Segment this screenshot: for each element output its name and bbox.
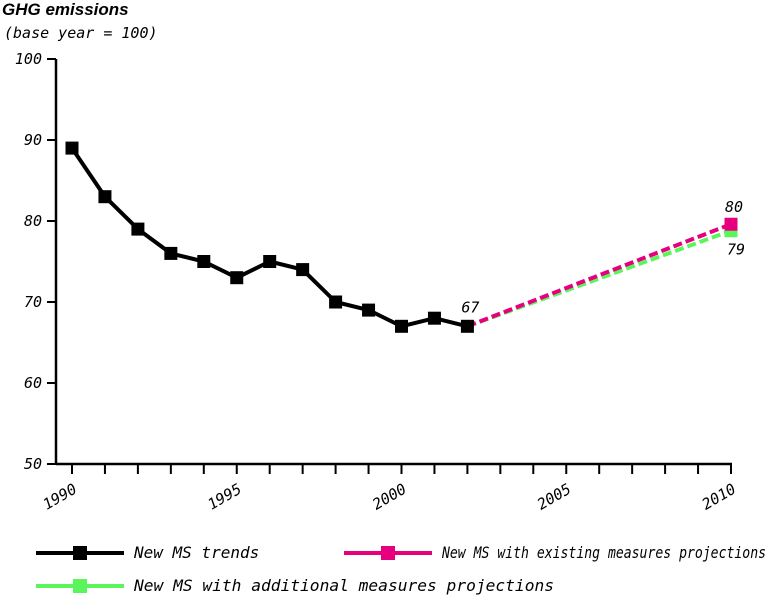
trend-point bbox=[362, 303, 376, 317]
data-labels: 67 80 79 bbox=[461, 198, 745, 316]
trend-point bbox=[460, 319, 474, 333]
trend-point bbox=[329, 295, 343, 309]
trend-point bbox=[230, 271, 244, 285]
y-tick-label: 90 bbox=[24, 131, 42, 149]
data-label: 67 bbox=[461, 298, 479, 316]
trend-point bbox=[395, 319, 408, 333]
data-label: 79 bbox=[727, 241, 745, 259]
x-tick-label: 2000 bbox=[369, 480, 409, 514]
trend-point bbox=[164, 246, 178, 260]
axes bbox=[54, 59, 732, 466]
series-line-1 bbox=[466, 222, 732, 329]
legend-label-trends: New MS trends bbox=[133, 543, 259, 562]
series-line-0 bbox=[70, 146, 468, 329]
legend-item-existing: New MS with existing measures projection… bbox=[344, 543, 766, 562]
series-layer bbox=[65, 141, 738, 333]
y-tick-label: 60 bbox=[24, 374, 42, 392]
y-tick-label: 50 bbox=[24, 455, 42, 473]
chart-title: GHG emissions bbox=[2, 0, 129, 19]
legend-marker-additional bbox=[73, 579, 87, 593]
trend-point bbox=[296, 263, 310, 277]
x-tick-label: 2005 bbox=[534, 480, 574, 514]
legend-label-existing: New MS with existing measures projection… bbox=[441, 543, 766, 562]
trend-point bbox=[98, 190, 112, 204]
trend-point bbox=[427, 311, 441, 325]
x-ticks: 1990 1995 2000 2005 2010 bbox=[40, 464, 739, 514]
chart-subtitle: (base year = 100) bbox=[4, 24, 158, 42]
x-tick-label: 2010 bbox=[699, 480, 739, 514]
trend-point bbox=[65, 141, 79, 155]
legend-item-additional: New MS with additional measures projecti… bbox=[36, 576, 554, 595]
legend: New MS trends New MS with existing measu… bbox=[36, 543, 766, 595]
legend-marker-trends bbox=[73, 546, 87, 560]
legend-marker-existing bbox=[381, 546, 395, 560]
y-ticks: 50 60 70 80 90 100 bbox=[15, 50, 56, 473]
projection-end-point-1 bbox=[724, 217, 738, 231]
x-tick-label: 1995 bbox=[204, 480, 244, 514]
x-tick-label: 1990 bbox=[40, 480, 80, 514]
y-tick-label: 80 bbox=[24, 212, 42, 230]
trend-point bbox=[131, 222, 145, 236]
legend-item-trends: New MS trends bbox=[36, 543, 259, 562]
trend-point bbox=[263, 255, 277, 268]
trend-point bbox=[197, 255, 211, 268]
y-tick-label: 100 bbox=[15, 50, 42, 68]
y-tick-label: 70 bbox=[24, 293, 42, 311]
data-label: 80 bbox=[725, 198, 743, 216]
legend-label-additional: New MS with additional measures projecti… bbox=[133, 576, 554, 595]
